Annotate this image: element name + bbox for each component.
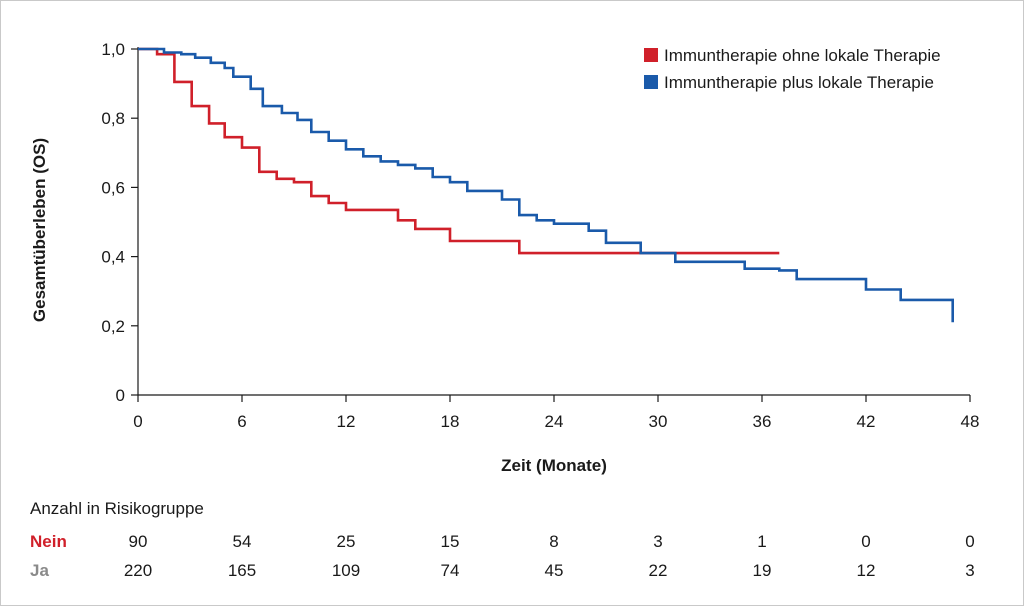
- x-tick-label: 18: [441, 412, 460, 431]
- risk-cell: 54: [232, 532, 252, 551]
- y-tick-label: 1,0: [101, 40, 125, 59]
- risk-cell: 8: [549, 532, 559, 551]
- x-tick-label: 36: [753, 412, 772, 431]
- x-tick-label: 24: [545, 412, 564, 431]
- risk-cell: 15: [440, 532, 460, 551]
- series-line-1: [138, 47, 780, 255]
- risk-cell: 3: [653, 532, 663, 551]
- risk-cell: 109: [331, 561, 361, 580]
- risk-cell: 0: [965, 532, 975, 551]
- risk-cell: 25: [336, 532, 356, 551]
- risk-cell: 22: [648, 561, 668, 580]
- y-tick-label: 0,6: [101, 178, 125, 197]
- risk-cell: 90: [128, 532, 148, 551]
- chart-legend: Immuntherapie ohne lokale Therapie Immunt…: [644, 46, 941, 92]
- legend-label-2: Immuntherapie plus lokale Therapie: [664, 73, 934, 92]
- risk-cell: 0: [861, 532, 871, 551]
- risk-row-label: Ja: [30, 561, 49, 580]
- chart-axes: 0 6 12 18 24 30 36 42 48 0 0,2 0,4 0,6 0,8 1,0: [101, 40, 979, 431]
- x-tick-label: 12: [337, 412, 356, 431]
- risk-cell: 12: [856, 561, 876, 580]
- legend-label-1: Immuntherapie ohne lokale Therapie: [664, 46, 941, 65]
- x-axis-label: Zeit (Monate): [501, 456, 607, 475]
- x-tick-label: 0: [133, 412, 142, 431]
- x-tick-label: 30: [649, 412, 668, 431]
- series-line-2: [138, 47, 954, 323]
- legend-swatch-1: [644, 48, 658, 62]
- x-tick-label: 48: [961, 412, 980, 431]
- risk-table-title: Anzahl in Risikogruppe: [30, 499, 204, 518]
- y-tick-label: 0,8: [101, 109, 125, 128]
- survival-chart: 0 6 12 18 24 30 36 42 48 0 0,2 0,4 0,6 0,8 1,0 Immunth…: [30, 40, 979, 475]
- risk-cell: 45: [544, 561, 564, 580]
- risk-cell: 220: [123, 561, 153, 580]
- risk-row-ja: Ja 220 165 109 74 45 22 19 12 3: [0, 561, 1024, 583]
- x-tick-label: 42: [857, 412, 876, 431]
- risk-cell: 1: [757, 532, 767, 551]
- risk-cell: 19: [752, 561, 772, 580]
- risk-row-nein: Nein 90 54 25 15 8 3 1 0 0: [0, 532, 1024, 554]
- chart-series: [138, 47, 954, 323]
- y-tick-label: 0: [116, 386, 125, 405]
- legend-swatch-2: [644, 75, 658, 89]
- y-tick-label: 0,2: [101, 317, 125, 336]
- y-axis-label: Gesamtüberleben (OS): [30, 138, 49, 322]
- risk-row-label: Nein: [30, 532, 67, 551]
- risk-cell: 3: [965, 561, 975, 580]
- y-tick-label: 0,4: [101, 248, 125, 267]
- risk-cell: 74: [440, 561, 460, 580]
- risk-cell: 165: [227, 561, 257, 580]
- x-tick-label: 6: [237, 412, 246, 431]
